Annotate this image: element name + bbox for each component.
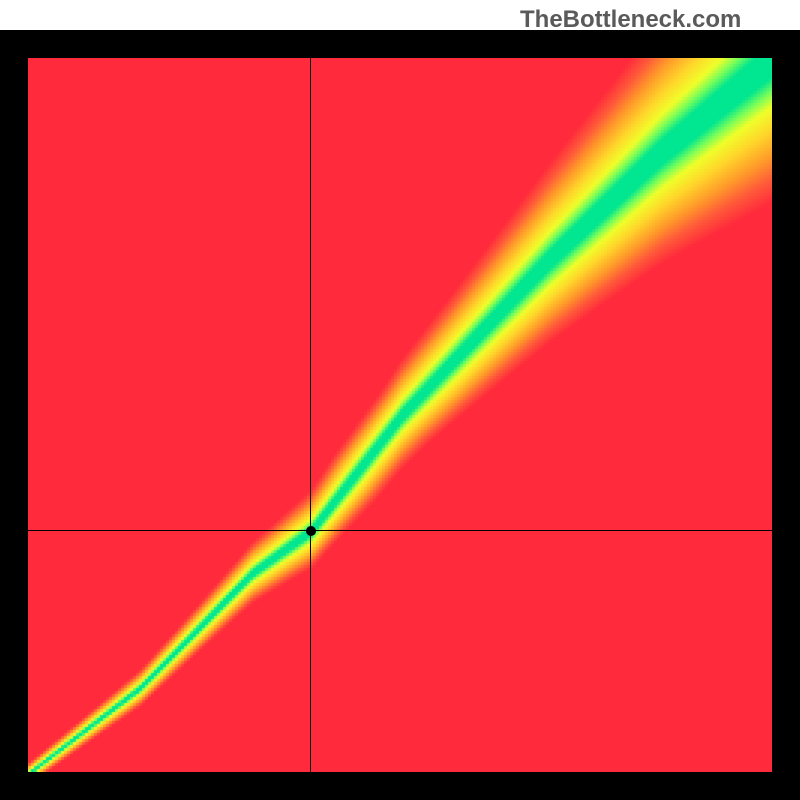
watermark-text: TheBottleneck.com	[520, 6, 741, 34]
heatmap-canvas	[28, 58, 772, 772]
heatmap-plot-area	[28, 58, 772, 772]
crosshair-vertical-line	[310, 58, 311, 772]
crosshair-marker-dot	[306, 526, 316, 536]
chart-container: { "watermark": { "text": "TheBottleneck.…	[0, 0, 800, 800]
crosshair-horizontal-line	[28, 530, 772, 531]
